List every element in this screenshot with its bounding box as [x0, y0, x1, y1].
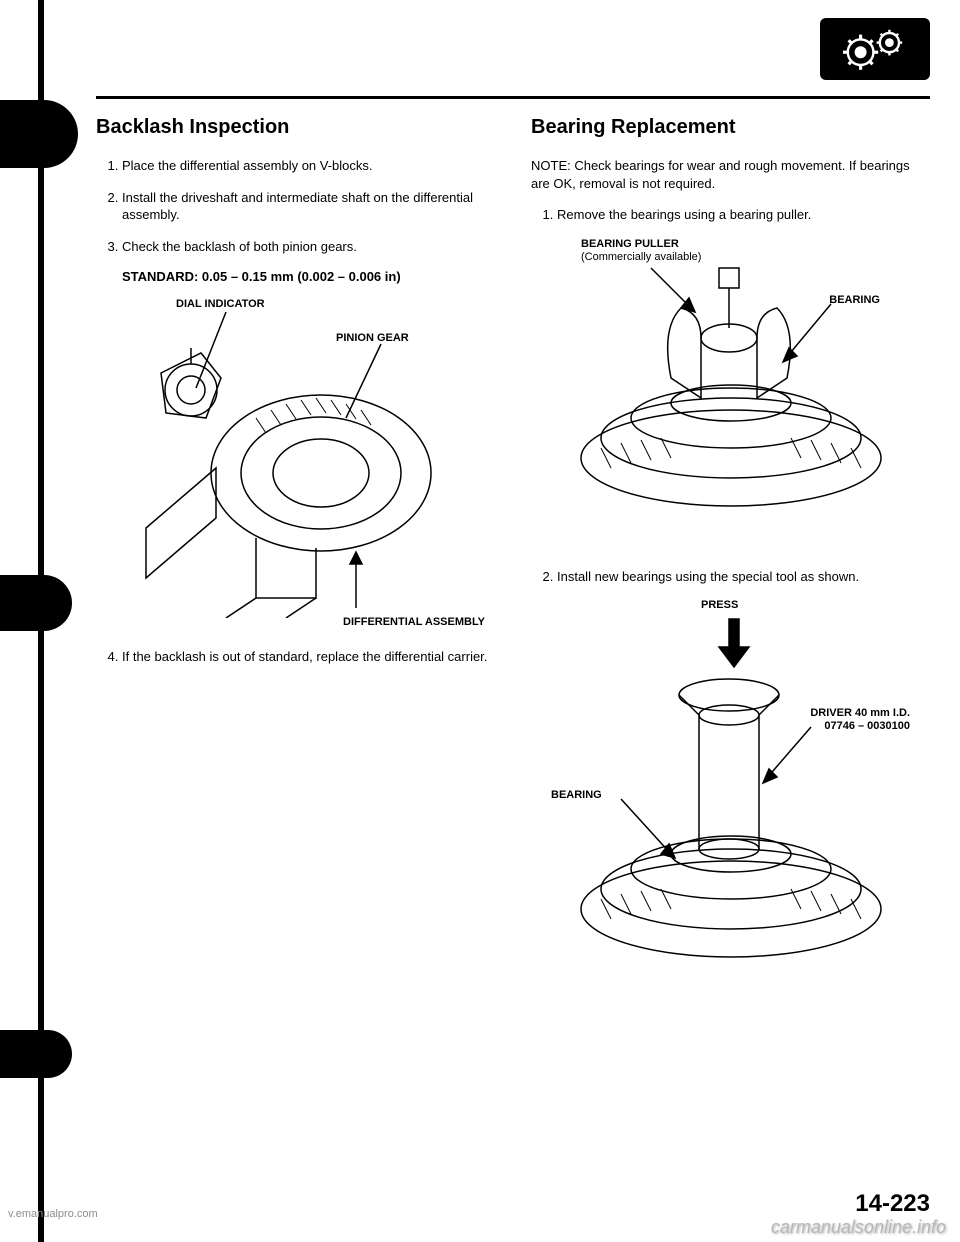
left-step-2: Install the driveshaft and intermediate … [122, 189, 495, 224]
press-bearing-drawing [551, 599, 911, 979]
standard-spec: STANDARD: 0.05 – 0.15 mm (0.002 – 0.006 … [122, 269, 495, 284]
figure-press-bearing: PRESS DRIVER 40 mm I.D. 07746 – 0030100 … [531, 599, 930, 989]
right-heading: Bearing Replacement [531, 116, 930, 139]
header-rule [96, 96, 930, 99]
left-step-3: Check the backlash of both pinion gears. [122, 238, 495, 256]
page-number: 14-223 [855, 1190, 930, 1218]
right-steps-2: Install new bearings using the special t… [531, 568, 930, 586]
right-step-1: Remove the bearings using a bearing pull… [557, 206, 930, 224]
binder-tab-middle [0, 575, 72, 631]
right-step-2: Install new bearings using the special t… [557, 568, 930, 586]
label-dial-indicator: DIAL INDICATOR [176, 298, 265, 310]
label-press: PRESS [701, 599, 738, 611]
differential-assembly-drawing [106, 298, 486, 618]
label-bearing-puller-sub: (Commercially available) [581, 251, 701, 263]
bearing-puller-drawing [551, 238, 911, 538]
figure-bearing-puller: BEARING PULLER (Commercially available) … [531, 238, 930, 548]
left-column: Backlash Inspection Place the differenti… [96, 116, 495, 1182]
label-bearing-puller: BEARING PULLER [581, 238, 679, 250]
page-content: Backlash Inspection Place the differenti… [96, 116, 930, 1182]
figure-differential-assembly: DIAL INDICATOR PINION GEAR DIFFERENTIAL … [96, 298, 495, 628]
watermark-right: carmanualsonline.info [771, 1217, 946, 1238]
gears-header-icon [820, 18, 930, 80]
right-note: NOTE: Check bearings for wear and rough … [531, 157, 930, 192]
label-bearing-2: BEARING [551, 789, 602, 801]
binder-tab-top [0, 100, 78, 168]
label-driver: DRIVER 40 mm I.D. [810, 707, 910, 719]
label-driver-pn: 07746 – 0030100 [824, 720, 910, 732]
left-heading: Backlash Inspection [96, 116, 495, 139]
left-step-4: If the backlash is out of standard, repl… [122, 648, 495, 666]
label-bearing-1: BEARING [829, 294, 880, 306]
binder-tab-bottom [0, 1030, 72, 1078]
right-steps-1: Remove the bearings using a bearing pull… [531, 206, 930, 224]
label-differential-assembly: DIFFERENTIAL ASSEMBLY [343, 616, 485, 628]
right-column: Bearing Replacement NOTE: Check bearings… [531, 116, 930, 1182]
left-step-1: Place the differential assembly on V-blo… [122, 157, 495, 175]
label-pinion-gear: PINION GEAR [336, 332, 409, 344]
left-steps-4: If the backlash is out of standard, repl… [96, 648, 495, 666]
left-steps-1-3: Place the differential assembly on V-blo… [96, 157, 495, 255]
watermark-left: v.emanualpro.com [8, 1208, 98, 1220]
